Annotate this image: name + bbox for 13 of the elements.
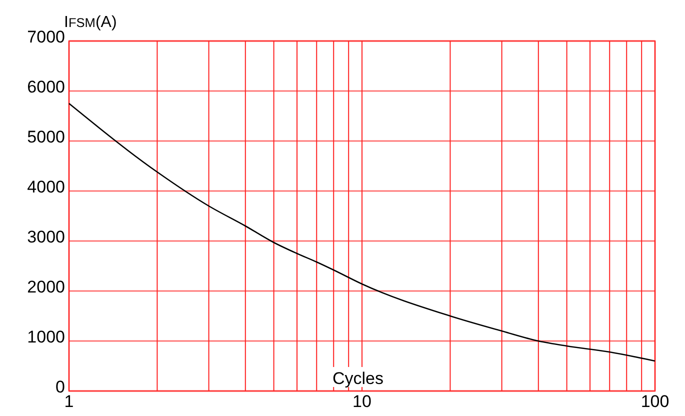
x-axis-title: Cycles — [332, 369, 384, 388]
y-tick-label: 5000 — [27, 128, 65, 147]
y-tick-label: 1000 — [27, 328, 65, 347]
x-tick-label: 100 — [640, 392, 670, 412]
x-tick-label: 10 — [352, 392, 372, 412]
y-tick-label: 3000 — [27, 228, 65, 247]
y-tick-label: 6000 — [27, 78, 65, 97]
y-axis-title: IFSM(A) — [64, 14, 117, 31]
y-tick-label: 7000 — [27, 28, 65, 47]
y-tick-label: 4000 — [27, 178, 65, 197]
y-tick-label: 2000 — [27, 278, 65, 297]
x-tick-label: 1 — [64, 392, 74, 412]
y-tick-label: 0 — [56, 378, 65, 397]
